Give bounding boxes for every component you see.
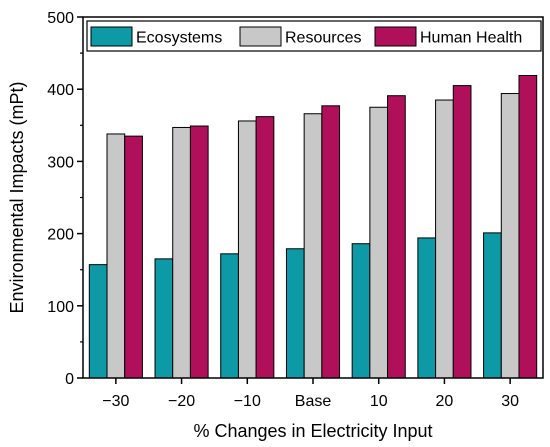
x-tick-label: −20 (168, 393, 195, 410)
legend-label: Ecosystems (136, 30, 222, 47)
bar-resources (303, 113, 323, 379)
y-tick-label: 200 (47, 227, 74, 244)
y-tick-label: 400 (47, 82, 74, 99)
legend-label: Resources (285, 30, 361, 47)
bar-resources (237, 120, 257, 379)
bar-ecosystems (351, 243, 371, 379)
x-tick-label: 20 (436, 393, 454, 410)
bar-human-health (452, 85, 472, 379)
bar-ecosystems (417, 237, 437, 379)
x-tick-label: −30 (102, 393, 129, 410)
bar-resources (435, 99, 454, 379)
x-tick-label: −10 (234, 393, 261, 410)
y-tick-label: 500 (47, 10, 74, 27)
legend-swatch (90, 26, 133, 47)
x-tick-label: Base (295, 393, 332, 410)
x-tick-label: 30 (501, 393, 519, 410)
legend: Ecosystems Resources Human Health (86, 20, 542, 52)
bar-ecosystems (154, 258, 174, 379)
legend-swatch (239, 26, 282, 47)
x-axis-title: % Changes in Electricity Input (193, 421, 432, 441)
bar-ecosystems (220, 253, 239, 379)
y-tick-label: 100 (47, 299, 74, 316)
x-tick-label: 10 (370, 393, 388, 410)
y-axis-title: Environmental Impacts (mPt) (7, 81, 27, 313)
legend-box (86, 20, 542, 52)
legend-swatch (374, 26, 417, 47)
y-axis-ticks: 0 100 200 300 400 500 (47, 10, 83, 388)
bar-human-health (255, 116, 275, 379)
bar-ecosystems (88, 264, 108, 379)
bar-human-health (387, 95, 406, 379)
y-tick-label: 0 (65, 371, 74, 388)
x-axis-ticks: −30 −20 −10 Base 10 20 30 (102, 378, 519, 410)
legend-label: Human Health (420, 30, 522, 47)
bar-ecosystems (483, 232, 502, 379)
bar-human-health (189, 125, 209, 379)
bar-resources (106, 133, 126, 379)
bar-resources (172, 126, 191, 379)
bar-human-health (124, 135, 143, 379)
y-tick-label: 300 (47, 154, 74, 171)
bar-human-health (321, 105, 341, 379)
bars-group (88, 74, 538, 379)
bar-resources (500, 93, 520, 379)
bar-ecosystems (285, 248, 305, 379)
bar-resources (369, 106, 389, 379)
bar-human-health (518, 74, 538, 379)
